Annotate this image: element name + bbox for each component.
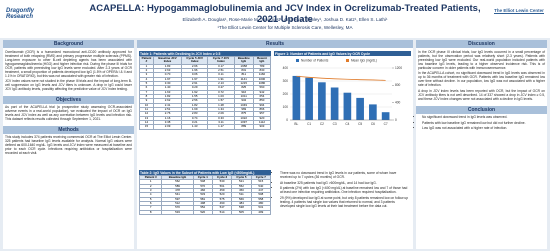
bar — [369, 104, 377, 120]
bullet: 8 patients (2%) with low IgG (<600 mg/dL… — [280, 186, 409, 194]
cell: 2.09 — [152, 124, 183, 130]
table-1: Table 1: Patients with Declining In JCV … — [139, 51, 272, 130]
cell: 533 — [161, 209, 194, 215]
bullet: There was no downward trend in IgG level… — [280, 171, 409, 179]
table-row: 13 1.16 0.74 0.33 1022 920 — [139, 115, 272, 121]
bullet: 29 (9%) developed low IgG at some point,… — [280, 196, 409, 208]
bullet: Patients with low baseline IgG remained … — [422, 121, 545, 125]
title: ACAPELLA: Hypogammaglobulinemia and JCV … — [89, 3, 481, 25]
x-tick-label: C2 — [320, 122, 324, 126]
paragraph: As part of the ACAPELLA trial (a prospec… — [5, 105, 132, 122]
bar — [356, 97, 364, 120]
y-tick-label: 200 — [283, 92, 289, 96]
cell: 15 — [139, 124, 154, 130]
table-row: 11 2.51 1.69 1.34 969 866 — [139, 106, 272, 113]
line — [296, 75, 386, 81]
cell: 499 — [250, 209, 272, 215]
results-bullets: There was no downward trend in IgG level… — [274, 170, 411, 209]
table-2: Table 2: IgG Values in the Subset of Pat… — [138, 170, 272, 215]
x-tick-label: C3 — [333, 122, 337, 126]
table: Patient # Baseline IgG Cycle 1 Cycle 3 Cycle… — [138, 174, 272, 215]
table-row: 8 533 520 514 505 499 — [138, 209, 272, 215]
x-tick-label: C1 — [307, 122, 311, 126]
table-row: 4 1.97 1.97 1.91 1141 1000 — [139, 76, 272, 83]
cell: 8 — [138, 209, 163, 215]
legend-swatch — [346, 59, 349, 62]
bullet: At baseline 325 patients had IgG >600mg/… — [280, 181, 409, 185]
bar — [318, 82, 326, 120]
left-column: Background Ocrelizumab (OCR) is a humaniz… — [3, 40, 134, 249]
table-row: 2 589 570 561 552 540 — [138, 183, 272, 190]
y-tick-label: 100 — [283, 105, 289, 109]
column-header: Baseline IgG — [233, 56, 254, 65]
figure-1: Figure 1: Number of Patients and IgG Val… — [274, 51, 411, 133]
table-caption: Table 2: IgG Values in the Subset of Pat… — [139, 170, 271, 175]
figure-caption: Figure 1: Number of Patients and IgG Val… — [274, 51, 411, 56]
bullet-list: There was no downward trend in IgG level… — [280, 171, 409, 208]
y-tick-label: 0 — [286, 118, 288, 122]
logo-right: The Elliot Lewin Center — [494, 8, 544, 14]
bullet: No significant downward trend in IgG lev… — [422, 115, 545, 119]
column-header: Recent IgG — [252, 56, 272, 65]
paragraph: This study includes 374 patients receivi… — [5, 135, 132, 156]
table-row: 15 2.09 1.43 1.17 889 903 — [139, 124, 272, 130]
x-tick-label: C7 — [384, 122, 388, 126]
y-tick-label: 300 — [283, 79, 289, 83]
x-tick-label: C6 — [371, 122, 375, 126]
paragraph: JCV index values were not studied in the… — [5, 79, 132, 92]
legend-label: Number of Patients — [301, 58, 329, 62]
cell: 889 — [233, 124, 254, 130]
header-row: Patient # Baseline JCV Index Cycle 5 JCV I… — [139, 56, 272, 65]
paragraph: In the OCR phase III clinical trials, lo… — [418, 49, 545, 70]
section-heading: Conclusion — [416, 106, 547, 115]
cell: 505 — [231, 209, 252, 215]
bar — [330, 87, 339, 120]
section-heading: Methods — [3, 125, 134, 134]
y2-tick-label: 0 — [395, 118, 397, 122]
column-header: Patient # — [139, 56, 154, 65]
chart: 0 100 200 300 400 0 400 800 1200 Number of Patien… — [283, 58, 403, 126]
section-heading: Results — [137, 40, 413, 48]
section-heading: Discussion — [416, 40, 547, 48]
table-caption: Table 1: Patients with Declining In JCV … — [139, 51, 271, 56]
column-header: Cycle 7 JCV Index — [207, 56, 235, 65]
bar — [343, 92, 352, 120]
section-heading: Objectives — [3, 95, 134, 104]
y2-tick-label: 1200 — [395, 66, 402, 70]
y2-tick-label: 800 — [395, 83, 401, 87]
logo-left: Dragonfly Research — [6, 8, 35, 20]
authors: Elizabeth A. Douglas¹, Rose-Marie M. Jun… — [182, 17, 388, 22]
cell: 520 — [192, 209, 213, 215]
bar — [381, 112, 390, 120]
results-column: Results Table 1: Patients with Declining… — [137, 40, 413, 249]
section-heading: Background — [3, 40, 134, 48]
paragraph: In the ACAPELLA cohort, no significant d… — [418, 71, 545, 88]
legend-label: Mean IgG (mg/dL) — [351, 58, 377, 62]
cell: 514 — [211, 209, 233, 215]
paragraph: A drop in JCV index levels has been repo… — [418, 88, 545, 101]
bullet-list: No significant downward trend in IgG lev… — [422, 115, 545, 130]
legend-swatch — [296, 59, 299, 62]
column-header: Cycle 5 JCV Index — [181, 56, 209, 65]
cell: 903 — [252, 124, 272, 130]
table: Patient # Baseline JCV Index Cycle 5 JCV I… — [139, 56, 272, 130]
cell: 1.43 — [181, 124, 209, 130]
right-column: Discussion In the OCR phase III clinical … — [416, 40, 547, 249]
paragraph: Ocrelizumab (OCR) is a humanized monoclo… — [5, 49, 132, 78]
bar — [292, 75, 301, 120]
column-header: Baseline JCV Index — [152, 56, 183, 65]
y-tick-label: 400 — [283, 66, 289, 70]
x-tick-label: C5 — [358, 122, 362, 126]
bar — [305, 77, 313, 120]
cell: 1.17 — [207, 124, 235, 130]
header: Dragonfly Research ACAPELLA: Hypogammagl… — [0, 0, 550, 38]
y2-tick-label: 400 — [395, 101, 401, 105]
x-tick-label: BL — [294, 122, 298, 126]
bullet: Low IgG was not associated with a higher… — [422, 126, 545, 130]
x-tick-label: C4 — [345, 122, 349, 126]
affiliation: ¹The Elliot Lewin Center for Multiple Sc… — [217, 25, 353, 30]
